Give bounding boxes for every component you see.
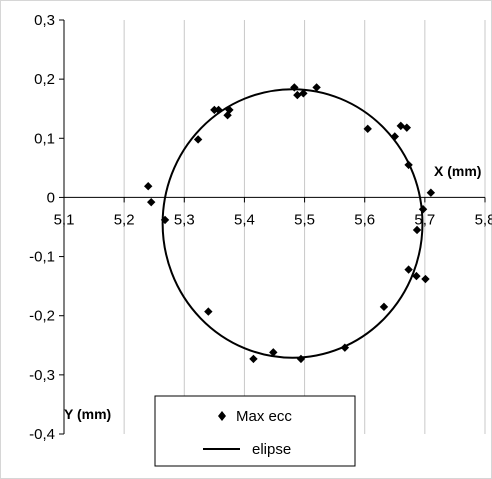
legend-diamond-marker [218,411,226,421]
data-point-max-ecc [312,83,321,92]
data-point-max-ecc [214,105,223,115]
data-point-max-ecc [412,271,421,281]
axes [59,19,486,435]
y-tick-label: 0,2 [34,71,55,88]
x-tick-label: 5,6 [354,211,375,228]
data-point-max-ecc [223,111,232,120]
data-point-max-ecc [404,160,413,170]
data-point-max-ecc [293,90,302,100]
data-point-max-ecc [418,205,428,214]
legend-label-elipse: elipse [252,441,291,458]
data-point-max-ecc [379,302,389,312]
y-axis-title: Y (mm) [64,406,111,422]
scatter-series [144,83,436,364]
x-axis-title: X (mm) [434,163,481,179]
y-tick-label: 0,1 [34,130,55,147]
data-point-max-ecc [296,354,306,364]
legend-box [154,395,356,467]
data-point-max-ecc [144,181,153,191]
gridlines [123,20,486,434]
tick-labels: 0,3 0,2 0,1 0 -0,1 -0,2 -0,3 -0,4 5,1 5,2 5,3 5,4 5,… [29,12,492,443]
data-point-max-ecc [204,307,213,316]
data-point-max-ecc [340,343,350,352]
data-point-max-ecc [412,225,422,235]
data-point-max-ecc [426,188,436,197]
data-point-max-ecc [404,265,413,274]
x-tick-label: 5,1 [54,211,75,228]
data-point-max-ecc [290,83,299,92]
data-point-max-ecc [269,348,278,357]
legend-label-max-ecc: Max ecc [236,408,292,425]
legend: Max ecc elipse [154,395,356,467]
y-tick-label: 0,3 [34,12,55,29]
data-point-max-ecc [396,121,405,131]
y-tick-label: 0 [47,189,55,206]
data-point-max-ecc [193,135,203,144]
data-point-max-ecc [299,89,308,98]
data-point-max-ecc [363,124,372,134]
data-point-max-ecc [390,132,399,141]
data-point-max-ecc [147,197,156,207]
data-point-max-ecc [402,123,412,132]
x-tick-label: 5,2 [114,211,135,228]
data-point-max-ecc [225,105,234,115]
x-tick-label: 5,4 [234,211,255,228]
data-point-max-ecc [249,354,258,364]
data-point-max-ecc [160,215,170,225]
x-tick-label: 5,7 [414,211,435,228]
y-tick-label: -0,2 [29,308,55,325]
x-tick-label: 5,3 [174,211,195,228]
x-tick-label: 5,8 [475,211,492,228]
data-point-max-ecc [421,274,430,284]
y-tick-label: -0,4 [29,426,55,443]
y-tick-label: -0,3 [29,367,55,384]
x-tick-label: 5,5 [294,211,315,228]
data-point-max-ecc [210,105,219,115]
y-tick-label: -0,1 [29,249,55,266]
